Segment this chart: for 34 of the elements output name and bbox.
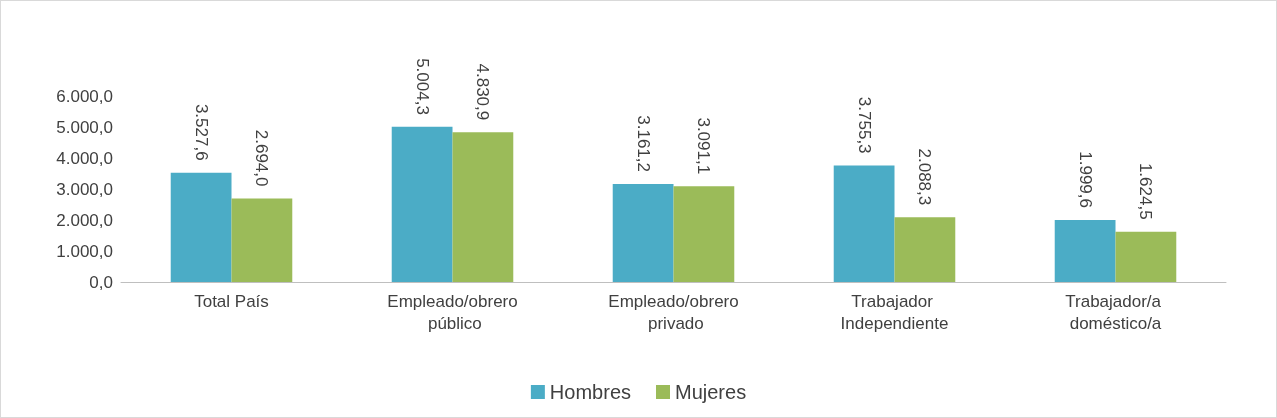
- bar: [452, 132, 514, 282]
- data-label: 1.999,6: [1075, 151, 1095, 209]
- y-tick-label: 1.000,0: [56, 241, 113, 261]
- y-tick-label: 6.000,0: [56, 86, 113, 106]
- data-label: 2.694,0: [252, 129, 272, 187]
- y-tick-label: 2.000,0: [56, 210, 113, 230]
- legend-label: Mujeres: [675, 381, 747, 403]
- bar: [673, 186, 735, 282]
- data-label: 1.624,5: [1136, 162, 1156, 220]
- data-label: 3.161,2: [633, 115, 653, 172]
- bar: [612, 184, 674, 282]
- x-tick-label: Empleado/obrero privado: [608, 291, 739, 333]
- y-tick-label: 0,0: [89, 272, 113, 292]
- bar: [391, 126, 453, 282]
- data-label: 3.527,6: [191, 103, 211, 161]
- x-tick-label: Trabajador/a doméstico/a: [1065, 291, 1166, 333]
- bar: [894, 217, 956, 282]
- data-label: 5.004,3: [412, 58, 432, 115]
- bar: [1115, 231, 1177, 282]
- bar: [231, 198, 293, 282]
- x-tick-label: Total País: [194, 291, 269, 311]
- data-label: 4.830,9: [473, 63, 493, 121]
- bar: [833, 165, 895, 282]
- x-tick-label: Trabajador Independiente: [840, 291, 949, 333]
- y-tick-label: 4.000,0: [56, 148, 113, 168]
- bar: [1054, 220, 1116, 282]
- data-label: 3.091,1: [694, 117, 714, 175]
- y-tick-label: 5.000,0: [56, 117, 113, 137]
- y-tick-label: 3.000,0: [56, 179, 113, 199]
- legend-label: Hombres: [549, 381, 632, 403]
- x-tick-label: Empleado/obrero público: [387, 291, 518, 333]
- bar: [170, 172, 232, 282]
- data-label: 3.755,3: [854, 96, 874, 154]
- data-label: 2.088,3: [915, 148, 935, 206]
